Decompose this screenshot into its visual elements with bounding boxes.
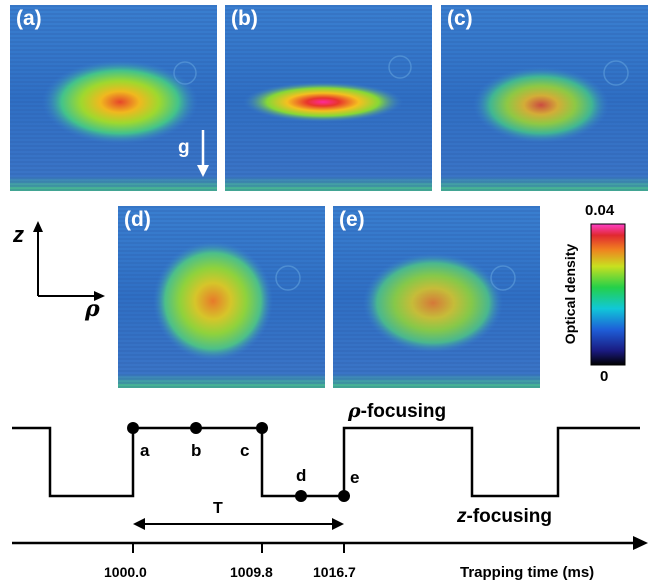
- tick-label: 1009.8: [230, 564, 273, 580]
- absorption-image-d: [118, 206, 325, 388]
- z-axis-label: z: [13, 222, 24, 247]
- rho-focusing-label: ρ-focusing: [348, 400, 446, 423]
- time-axis-title: Trapping time (ms): [460, 564, 595, 581]
- panel-b: (b): [225, 5, 432, 191]
- rho-axis-label: ρ: [85, 296, 100, 322]
- panel-label: (c): [447, 7, 473, 30]
- z-focusing-label: z-focusing: [457, 506, 552, 528]
- point-label-b: b: [191, 441, 202, 460]
- tick-label: 1000.0: [104, 564, 147, 580]
- trap-sequence-diagram: [12, 422, 648, 553]
- period-label: T: [213, 500, 223, 517]
- panel-a: (a) g: [10, 5, 217, 191]
- z-symbol: z: [457, 506, 467, 527]
- z-focusing-text: -focusing: [466, 506, 553, 527]
- point-d: [295, 490, 307, 502]
- rho-focusing-text: -focusing: [360, 401, 447, 422]
- panel-c: (c): [441, 5, 648, 191]
- colorbar-title: Optical density: [562, 243, 578, 345]
- panel-e: (e): [333, 206, 540, 388]
- point-c: [256, 422, 268, 434]
- absorption-image-b: [225, 5, 432, 191]
- gravity-label: g: [178, 137, 190, 158]
- panel-label: (e): [339, 208, 365, 231]
- tick-label: 1016.7: [313, 564, 356, 580]
- point-label-c: c: [240, 441, 250, 460]
- point-b: [190, 422, 202, 434]
- panel-label: (d): [124, 208, 151, 231]
- panel-label: (b): [231, 7, 258, 30]
- panel-d: (d): [118, 206, 325, 388]
- absorption-image-a: [10, 5, 217, 191]
- coordinate-axes: [33, 221, 105, 301]
- colorbar-max-label: 0.04: [585, 202, 615, 219]
- rho-symbol: ρ: [348, 400, 361, 422]
- absorption-image-c: [441, 5, 648, 191]
- absorption-image-e: [333, 206, 540, 388]
- point-e: [338, 490, 350, 502]
- point-label-d: d: [296, 466, 307, 485]
- point-a: [127, 422, 139, 434]
- point-label-e: e: [350, 468, 360, 487]
- point-label-a: a: [140, 441, 150, 460]
- panel-label: (a): [16, 7, 42, 30]
- colorbar: [590, 223, 626, 366]
- colorbar-min-label: 0: [600, 368, 609, 385]
- focusing-waveform: [12, 426, 640, 498]
